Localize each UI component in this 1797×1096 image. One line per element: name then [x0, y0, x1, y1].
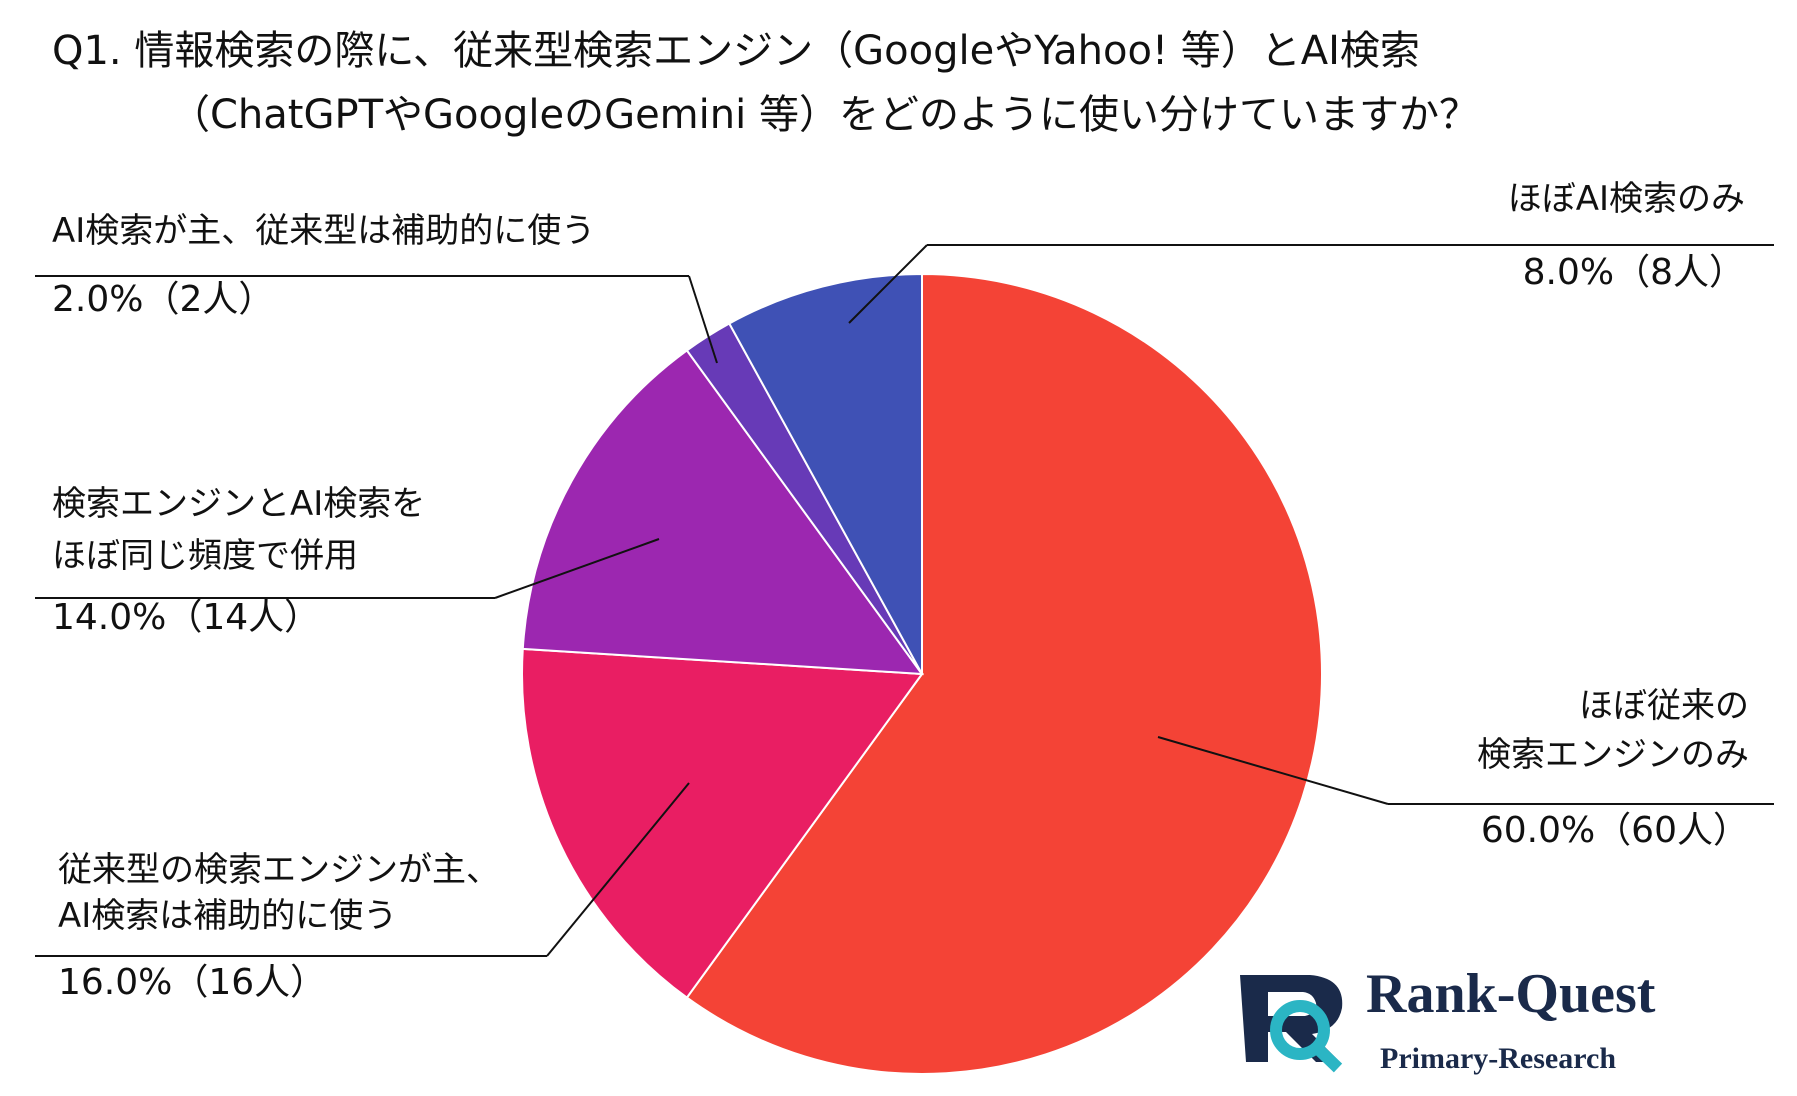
value-label: 14.0%（14人）: [52, 597, 320, 638]
category-label: ほぼ同じ頻度で併用: [52, 536, 358, 576]
leader-line: [494, 538, 660, 599]
category-label: AI検索は補助的に使う: [58, 896, 397, 936]
pie-slice: [521, 647, 924, 1000]
logo: Rank-Quest Primary-Research: [1240, 963, 1656, 1075]
value-label: 60.0%（60人）: [1481, 810, 1749, 851]
value-label: 2.0%（2人）: [52, 279, 274, 320]
value-label: 8.0%（8人）: [1523, 252, 1745, 293]
category-label: 検索エンジンとAI検索を: [52, 484, 425, 524]
leader-line: [688, 275, 718, 364]
leader-line: [546, 782, 690, 957]
logo-subtext: Primary-Research: [1380, 1042, 1616, 1075]
pie-slice: [727, 272, 923, 675]
value-label: 16.0%（16人）: [58, 962, 326, 1003]
chart-title: （ChatGPTやGoogleのGemini 等）をどのように使い分けていますか…: [170, 92, 1479, 138]
category-label: 検索エンジンのみ: [1477, 735, 1749, 775]
category-label: ほぼAI検索のみ: [1508, 179, 1745, 219]
category-label: AI検索が主、従来型は補助的に使う: [52, 211, 595, 251]
logo-text: Rank-Quest: [1366, 963, 1656, 1025]
logo-icon: [1310, 1041, 1343, 1073]
pie-slice: [685, 272, 1323, 1075]
leader-line: [848, 244, 928, 324]
logo-icon: [1270, 1000, 1330, 1060]
category-label: 従来型の検索エンジンが主、: [58, 850, 500, 890]
pie-slice: [521, 348, 925, 676]
chart-title: Q1. 情報検索の際に、従来型検索エンジン（GoogleやYahoo! 等）とA…: [52, 28, 1420, 74]
category-label: ほぼ従来の: [1579, 686, 1749, 726]
leader-line: [1157, 736, 1389, 805]
